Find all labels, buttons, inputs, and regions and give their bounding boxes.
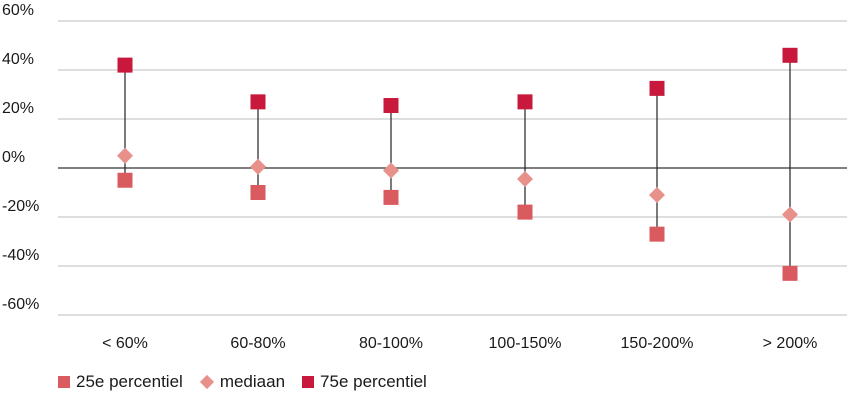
range-lines [124,55,791,274]
p25-square-point [250,185,266,200]
median-diamond-point [117,147,133,164]
p25-square-point [782,265,798,281]
x-axis-tick-labels: < 60% 60-80% 80-100% 100-150% 150-200% > 200% [102,335,817,352]
legend-label: 25e percentiel [76,372,183,391]
y-tick-label: -20% [2,198,39,215]
legend-item-75e-percentiel: 75e percentiel [302,372,427,392]
x-tick-label: < 60% [102,335,148,352]
x-tick-label: 80-100% [359,335,423,352]
y-tick-label: 0% [2,149,25,166]
y-tick-label: -60% [2,296,39,313]
legend-square-icon [302,376,315,388]
x-tick-label: 100-150% [489,335,562,352]
legend-label: mediaan [219,372,286,391]
y-tick-label: 60% [2,2,34,19]
median-diamond-point [250,158,266,175]
p75-square-point [117,57,133,73]
y-axis-tick-labels: 60% 40% 20% 0% -20% -40% -60% [2,2,39,313]
median-diamond-point [517,171,533,188]
legend-item-mediaan: mediaan [199,372,286,392]
p75-square-point [782,47,798,63]
grid-lines [58,20,847,316]
legend-diamond-icon [199,374,214,390]
p75-square-point [517,94,533,110]
y-tick-label: 20% [2,100,34,117]
p75-square-point [250,94,266,110]
x-tick-label: 60-80% [230,335,285,352]
p25-square-point [383,189,399,205]
legend: 25e percentiel mediaan 75e percentiel [58,372,444,392]
data-markers [117,47,798,281]
y-tick-label: -40% [2,247,39,264]
legend-square-icon [58,376,70,388]
median-diamond-point [782,206,798,223]
median-diamond-point [649,186,665,203]
p75-square-point [649,80,665,96]
x-tick-label: > 200% [763,335,818,352]
p25-square-point [649,226,665,242]
legend-label: 75e percentiel [320,372,427,391]
p25-square-point [117,172,133,188]
legend-item-25e-percentiel: 25e percentiel [58,372,183,392]
y-tick-label: 40% [2,51,34,68]
p25-square-point [517,204,533,220]
x-tick-label: 150-200% [621,335,694,352]
median-diamond-point [383,162,399,179]
p75-square-point [383,98,399,114]
